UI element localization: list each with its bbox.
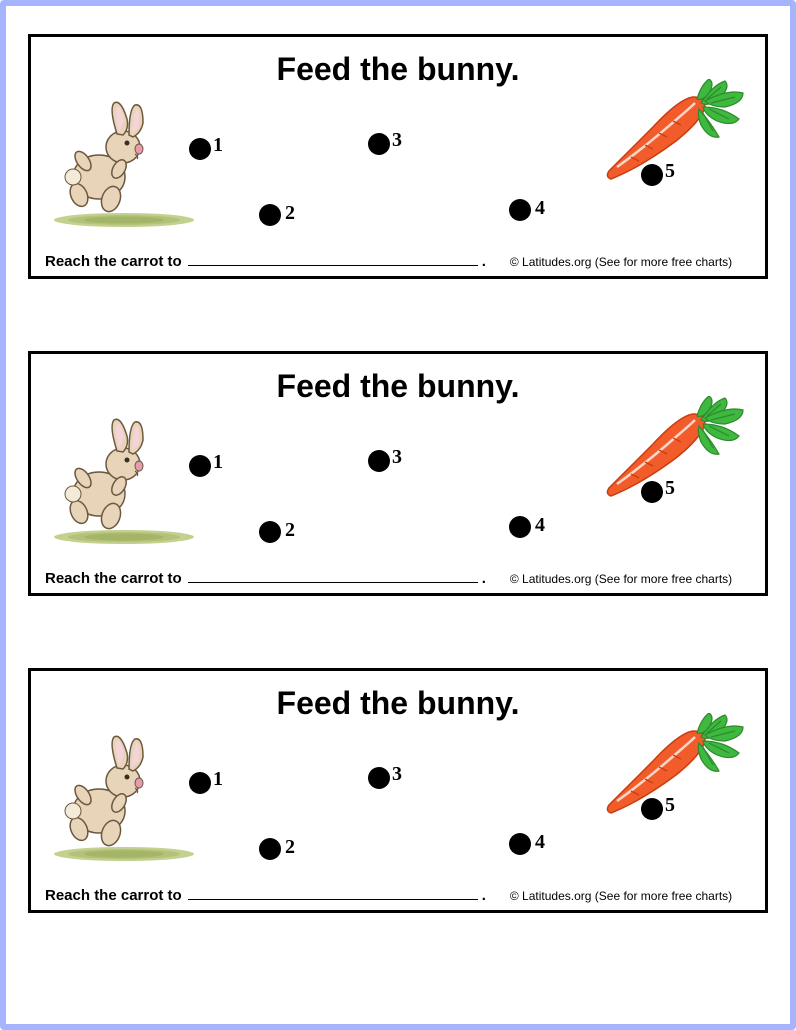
carrot-icon	[601, 396, 751, 506]
progress-dot[interactable]	[641, 164, 663, 186]
dot-number-label: 3	[392, 446, 402, 469]
dot-number-label: 4	[535, 514, 545, 537]
dot-number-label: 4	[535, 197, 545, 220]
worksheet-card: Feed the bunny.	[28, 34, 768, 279]
card-title: Feed the bunny.	[277, 368, 520, 405]
bottom-row: Reach the carrot to . © Latitudes.org (S…	[45, 253, 751, 270]
dot-number-label: 4	[535, 831, 545, 854]
progress-dot[interactable]	[189, 138, 211, 160]
reach-label: Reach the carrot to	[45, 253, 182, 270]
worksheet-card: Feed the bunny.	[28, 668, 768, 913]
progress-dot[interactable]	[509, 199, 531, 221]
carrot-icon	[601, 713, 751, 823]
progress-dot[interactable]	[641, 798, 663, 820]
progress-dot[interactable]	[259, 204, 281, 226]
dot-number-label: 1	[213, 768, 223, 791]
progress-dot[interactable]	[259, 521, 281, 543]
progress-dot[interactable]	[259, 838, 281, 860]
attribution-text: © Latitudes.org (See for more free chart…	[510, 889, 732, 903]
attribution-text: © Latitudes.org (See for more free chart…	[510, 572, 732, 586]
sentence-period: .	[482, 887, 486, 904]
dot-number-label: 3	[392, 763, 402, 786]
ground-shadow-icon	[49, 845, 199, 863]
progress-dot[interactable]	[368, 133, 390, 155]
carrot-icon	[601, 79, 751, 189]
bottom-row: Reach the carrot to . © Latitudes.org (S…	[45, 887, 751, 904]
dot-number-label: 5	[665, 794, 675, 817]
attribution-text: © Latitudes.org (See for more free chart…	[510, 255, 732, 269]
bottom-row: Reach the carrot to . © Latitudes.org (S…	[45, 570, 751, 587]
dot-number-label: 5	[665, 477, 675, 500]
fill-in-blank[interactable]	[188, 582, 478, 583]
progress-dot[interactable]	[368, 450, 390, 472]
reach-label: Reach the carrot to	[45, 887, 182, 904]
bunny-icon	[49, 733, 169, 853]
progress-dot[interactable]	[189, 772, 211, 794]
sentence-period: .	[482, 253, 486, 270]
card-title: Feed the bunny.	[277, 685, 520, 722]
ground-shadow-icon	[49, 211, 199, 229]
dot-number-label: 5	[665, 160, 675, 183]
dot-number-label: 2	[285, 519, 295, 542]
ground-shadow-icon	[49, 528, 199, 546]
bunny-icon	[49, 416, 169, 536]
progress-dot[interactable]	[189, 455, 211, 477]
progress-dot[interactable]	[641, 481, 663, 503]
dot-number-label: 2	[285, 836, 295, 859]
reach-label: Reach the carrot to	[45, 570, 182, 587]
dot-number-label: 3	[392, 129, 402, 152]
card-title: Feed the bunny.	[277, 51, 520, 88]
worksheet-card: Feed the bunny.	[28, 351, 768, 596]
fill-in-blank[interactable]	[188, 899, 478, 900]
dot-number-label: 2	[285, 202, 295, 225]
dot-number-label: 1	[213, 451, 223, 474]
dot-number-label: 1	[213, 134, 223, 157]
sentence-period: .	[482, 570, 486, 587]
fill-in-blank[interactable]	[188, 265, 478, 266]
progress-dot[interactable]	[368, 767, 390, 789]
progress-dot[interactable]	[509, 516, 531, 538]
bunny-icon	[49, 99, 169, 219]
progress-dot[interactable]	[509, 833, 531, 855]
